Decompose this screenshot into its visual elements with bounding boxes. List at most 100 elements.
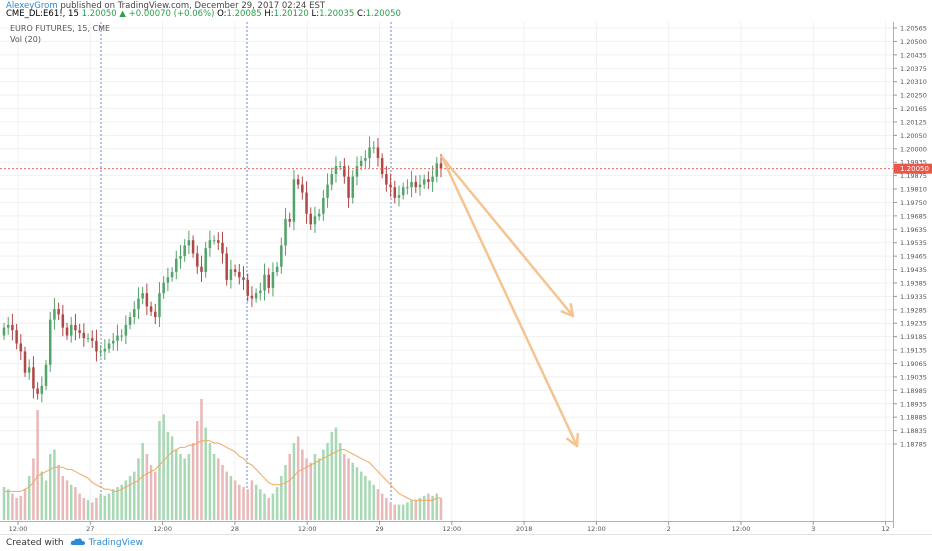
candle-body [254,293,258,299]
last-price: 1.20050 [81,9,117,19]
time-axis-border [0,521,893,522]
published-text: published on TradingView.com, December 2… [60,1,326,11]
session-break-lines [100,22,392,521]
candle-body [296,179,300,185]
projection-arrowhead [569,302,575,318]
volume-bar [288,454,291,520]
candle-body [322,197,325,214]
volume-bar [280,476,283,520]
footer: Created with TradingView [0,534,932,551]
volume-bar [410,500,413,520]
volume-bar [229,476,233,520]
x-tick-label: 12:00 [9,525,28,533]
author-name[interactable]: AlexeyGrom [6,1,58,11]
volume-ma-line [4,440,441,501]
x-tick-label: 12:00 [587,525,606,533]
candle-body [309,213,313,225]
volume-bar [296,436,300,520]
candle-body [317,213,321,217]
candle-body [208,240,212,249]
y-tick-label: 1.19535 [900,239,927,247]
candle-body [233,269,237,272]
volume-bar [65,480,69,520]
candle-body [2,327,6,336]
volume-bar [284,465,287,520]
y-tick-label: 1.19285 [900,306,927,314]
candle-body [32,367,35,389]
volume-bar [401,504,405,520]
volume-bar [233,480,237,520]
candle-body [6,324,10,328]
candle-body [359,160,363,167]
candle-body [217,240,220,243]
candle-body [175,258,178,272]
volume-bar [116,487,119,520]
candle-body [275,266,279,272]
volume-bar [372,484,376,520]
volume-bar [40,471,44,520]
volume-bar [95,498,98,520]
candle-body [368,147,371,159]
candle-body [200,266,203,272]
candle-body [250,295,254,299]
y-tick-label: 1.19435 [900,266,927,274]
candle-body [263,274,266,291]
candle-body [74,324,77,331]
close-label: C: [356,9,366,19]
volume-bar [385,498,388,520]
volume-bar [19,495,23,520]
volume-bar [48,454,52,520]
volume-bar [179,454,182,520]
volume-bar [200,399,203,520]
volume-bar [2,487,6,520]
volume-bar [414,500,418,520]
volume-bar [254,484,258,520]
volume-bar [170,436,174,520]
y-tick-label: 1.18885 [900,414,927,422]
volume-bar [343,454,346,520]
volume-indicator-label: Vol (20) [10,35,41,44]
x-tick-label: 2018 [516,525,533,533]
candle-body [355,166,359,177]
projection-arrowhead [560,310,575,318]
price-chart[interactable]: 1.20565 1.20500 1.20435 1.20375 1.20310 1.202… [0,0,932,534]
created-with-text: Created with [6,538,64,548]
chart-grid [0,22,893,521]
volume-bar [393,504,397,520]
volume-bar [187,454,191,520]
candle-body [132,309,136,317]
volume-bar [330,432,334,520]
candle-body [53,309,56,320]
candle-body [11,324,14,331]
volume-bar [313,454,317,520]
volume-bar [292,443,296,520]
volume-bar [137,458,140,520]
y-tick-label: 1.20375 [900,65,927,73]
volume-bar [406,502,409,520]
time-axis: 12:00 27 12:00 28 12:00 29 12:00 2018 12:00 2 12:0… [9,521,890,533]
candle-body [238,271,241,278]
x-tick-label: 12 [881,525,889,533]
candle-body [57,309,60,315]
volume-bar [158,421,161,520]
tradingview-cloud-icon [70,537,86,549]
candle-body [389,184,392,188]
high-label: H: [264,9,274,19]
candle-body [410,181,413,188]
volume-bar [317,458,321,520]
volume-bar [439,498,443,520]
symbol-line: CME_DL:E61!, 15 1.20050 ▲ +0.00070 (+0.0… [6,9,401,19]
candle-body [347,176,350,198]
volume-bar [111,489,115,520]
close-value: 1.20050 [365,9,401,19]
volume-bar [309,462,313,520]
price-axis: 1.20565 1.20500 1.20435 1.20375 1.20310 1.202… [893,25,927,449]
candle-body [128,317,132,325]
volume-bar [44,480,48,520]
volume-bar [196,421,199,520]
y-tick-label: 1.18935 [900,400,927,408]
y-tick-label: 1.19750 [900,199,927,207]
volume-bar [376,489,380,520]
candle-body [103,348,107,352]
tradingview-brand[interactable]: TradingView [88,538,143,548]
